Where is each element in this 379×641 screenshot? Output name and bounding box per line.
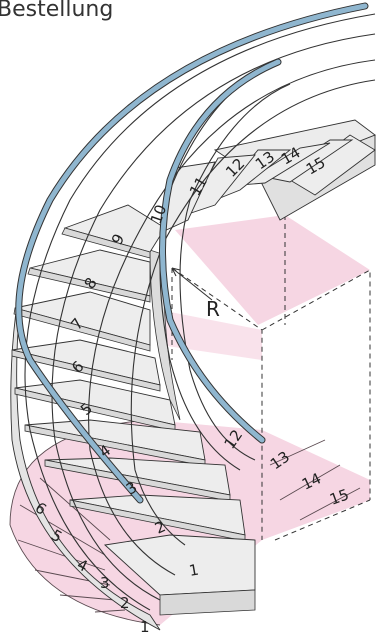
outer-handrail-fill — [16, 3, 368, 503]
floor-plan-strip — [262, 430, 370, 540]
handrails — [15, 2, 369, 504]
plan-label-15: 15 — [327, 485, 351, 508]
tread-1 — [103, 534, 256, 596]
rail-wire — [51, 33, 376, 601]
rail-wire — [88, 59, 376, 576]
floor-plan-divisions — [17, 439, 361, 613]
outer-stringer — [10, 239, 161, 631]
riser-6 — [11, 349, 161, 392]
step-label-10: 10 — [147, 202, 170, 226]
radius-arrow — [171, 267, 213, 301]
plan-label-3: 3 — [100, 574, 110, 592]
page-title: Bestellung — [0, 0, 114, 22]
landing-plane — [175, 215, 370, 325]
construction-dashed-lines — [171, 215, 371, 541]
riser-7 — [13, 307, 151, 352]
riser-1 — [159, 589, 256, 616]
tread-13 — [239, 142, 331, 186]
rail-wire — [24, 13, 376, 611]
step-label-1: 1 — [188, 561, 201, 580]
inner-handrail-fill — [160, 59, 281, 443]
plan-label-1: 1 — [140, 618, 150, 636]
plan-label-2: 2 — [120, 594, 130, 612]
riser-8 — [27, 267, 151, 303]
rail-wire — [179, 83, 291, 461]
radius-label: R — [206, 297, 220, 321]
riser-9 — [61, 227, 151, 259]
rail-wire — [130, 79, 376, 546]
